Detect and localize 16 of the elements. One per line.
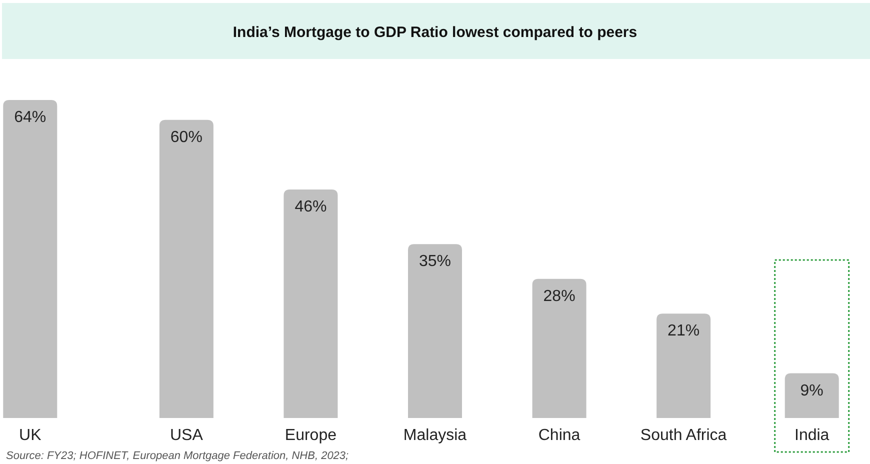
source-note: Source: FY23; HOFINET, European Mortgage Federation, NHB, 2023; xyxy=(6,450,349,462)
x-tick-label: India xyxy=(794,427,830,444)
x-tick-label: UK xyxy=(19,427,42,444)
data-label: 21% xyxy=(668,322,700,340)
data-label: 28% xyxy=(543,288,576,305)
data-label: 60% xyxy=(170,128,202,146)
data-label: 64% xyxy=(14,109,46,126)
x-tick-label: Europe xyxy=(284,427,337,444)
x-tick-label: South Africa xyxy=(640,427,727,444)
chart-title: India’s Mortgage to GDP Ratio lowest compared to peers xyxy=(232,24,638,41)
x-tick-label: Malaysia xyxy=(403,427,467,444)
data-label: 35% xyxy=(418,253,452,270)
data-label: 9% xyxy=(800,382,824,400)
x-tick-label: China xyxy=(538,427,580,444)
data-label: 46% xyxy=(294,198,327,216)
x-tick-label: USA xyxy=(170,427,204,444)
